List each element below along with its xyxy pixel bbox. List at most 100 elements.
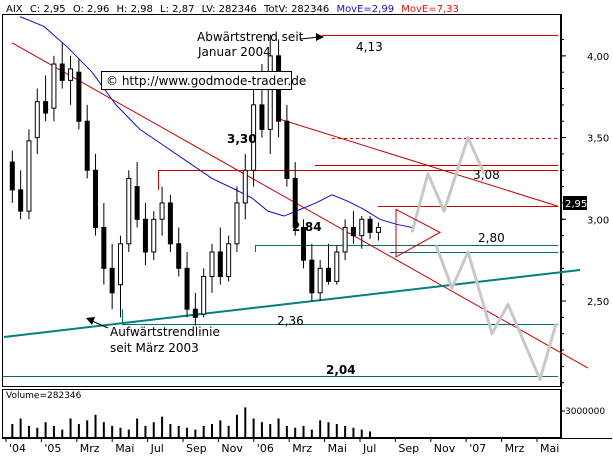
current-price-tag-text: 2,95: [565, 199, 587, 210]
trendline-channel: [275, 117, 559, 207]
candle-body-2: [26, 140, 32, 212]
x-tick-label-15: Mai: [540, 442, 559, 455]
volume-panel-border: [2, 389, 561, 438]
candle-body-36: [309, 259, 315, 294]
x-tick-label-13: '07: [469, 442, 486, 455]
y-axis-ticks: 2,50 3,00 3,50 4,00: [561, 39, 609, 384]
copyright-box: [101, 71, 292, 90]
candle-body-18: [159, 202, 165, 220]
candle-body-24: [209, 251, 215, 277]
downtrend-annotation-arrowhead: [316, 33, 324, 41]
candle-body-12: [109, 267, 115, 294]
scenario-path-bullish: [410, 136, 486, 233]
candle-body-28: [242, 169, 248, 204]
candle-body-19: [167, 202, 173, 245]
header-last-volume: LV: 282346: [202, 4, 257, 15]
uptrend-annotation-line2: seit März 2003: [110, 341, 199, 355]
y-tick-label-1: 3,00: [587, 215, 609, 226]
header-low: L: 2,87: [160, 4, 194, 15]
x-tick-label-0: '04: [9, 442, 26, 455]
x-axis-ticks: '04 '05 Mrz Mai Jul Sep Nov '06 Mrz Mai Jul Sep Nov '…: [5, 438, 559, 455]
candle-body-38: [325, 267, 331, 282]
candle-body-7: [68, 68, 74, 81]
y-tick-label-2: 3,50: [587, 134, 609, 145]
candle-body-13: [117, 243, 123, 286]
candle-body-20: [176, 243, 182, 269]
candle-body-22: [192, 308, 198, 318]
volume-label: Volume=282346: [6, 391, 82, 401]
level-label-4-13: 4,13: [356, 40, 383, 54]
x-tick-label-1: '05: [44, 442, 61, 455]
svg-text:AIX C: 2,95 O: 2,96: AIX C: 2,95 O: 2,96 H: 2,98 L: 2,87 LV: …: [6, 4, 459, 15]
candle-body-17: [151, 218, 157, 253]
volume-axis-label: 3000000: [565, 407, 605, 417]
candle-body-42: [359, 218, 365, 237]
uptrend-annotation-arrowhead: [86, 317, 95, 325]
header-symbol: AIX: [6, 4, 23, 15]
x-tick-label-3: Mai: [115, 442, 134, 455]
y-tick-label-0: 2,50: [587, 297, 609, 308]
level-label-2-80: 2,80: [478, 231, 505, 245]
uptrend-annotation-arrow: [91, 320, 109, 329]
x-tick-label-9: Mai: [328, 442, 347, 455]
candles: [9, 34, 381, 326]
volume-bars: [11, 407, 372, 437]
candle-body-8: [76, 71, 82, 122]
level-label-2-84: 2,84: [292, 220, 322, 234]
x-tick-label-7: '06: [257, 442, 274, 455]
candle-body-43: [367, 218, 373, 233]
candle-body-21: [184, 267, 190, 310]
triangle-pattern: [395, 208, 442, 258]
current-price-tag: [563, 196, 587, 210]
x-tick-label-14: Mrz: [505, 442, 525, 455]
candle-body-27: [234, 202, 240, 245]
x-tick-label-12: Nov: [434, 442, 456, 455]
triangle-outline: [395, 208, 442, 258]
header-close: C: 2,95: [30, 4, 66, 15]
price-panel-border: [2, 14, 561, 387]
candle-body-9: [84, 120, 90, 171]
header-open: O: 2,96: [73, 4, 110, 15]
header-ma-slow: MovE=7,33: [401, 4, 459, 15]
y-tick-label-3: 4,00: [587, 52, 609, 63]
candle-body-31: [267, 55, 273, 130]
candle-body-10: [93, 169, 99, 228]
level-label-2-36: 2,36: [277, 314, 304, 328]
candle-body-25: [217, 251, 223, 277]
trendline-0: [11, 42, 589, 369]
candle-body-1: [18, 189, 24, 212]
scenario-path-bearish: [434, 244, 558, 381]
copyright-text: © http://www.godmode-trader.de: [106, 74, 306, 88]
candle-body-33: [284, 120, 290, 179]
downtrend-annotation-line1: Abwärtstrend seit: [197, 30, 304, 44]
candle-body-30: [259, 104, 265, 130]
candle-body-23: [201, 275, 207, 315]
x-tick-label-6: Nov: [221, 442, 243, 455]
level-label-3-30: 3,30: [227, 132, 257, 146]
candle-body-11: [101, 226, 107, 269]
scenario-paths: [410, 136, 558, 381]
level-label-3-08: 3,08: [473, 168, 500, 182]
candle-body-35: [301, 226, 307, 261]
level-label-2-04: 2,04: [326, 363, 356, 377]
downtrend-annotation-line2: Januar 2004: [197, 45, 271, 59]
moving-average: [19, 16, 413, 228]
candle-body-6: [59, 63, 65, 81]
x-tick-label-4: Jul: [150, 442, 164, 455]
moving-average-line: [19, 16, 413, 228]
candle-body-39: [334, 251, 340, 282]
x-tick-label-5: Sep: [186, 442, 207, 455]
horizontal-levels: [3, 35, 558, 377]
x-tick-label-10: Jul: [362, 442, 376, 455]
candle-body-3: [34, 101, 40, 139]
candle-body-4: [43, 101, 49, 114]
x-tick-label-8: Mrz: [292, 442, 312, 455]
candle-body-41: [350, 226, 356, 237]
candle-body-15: [134, 186, 140, 220]
candle-body-29: [251, 104, 257, 171]
candle-body-14: [126, 177, 132, 245]
candle-body-26: [226, 243, 232, 277]
header-total-volume: TotV: 282346: [263, 4, 329, 15]
